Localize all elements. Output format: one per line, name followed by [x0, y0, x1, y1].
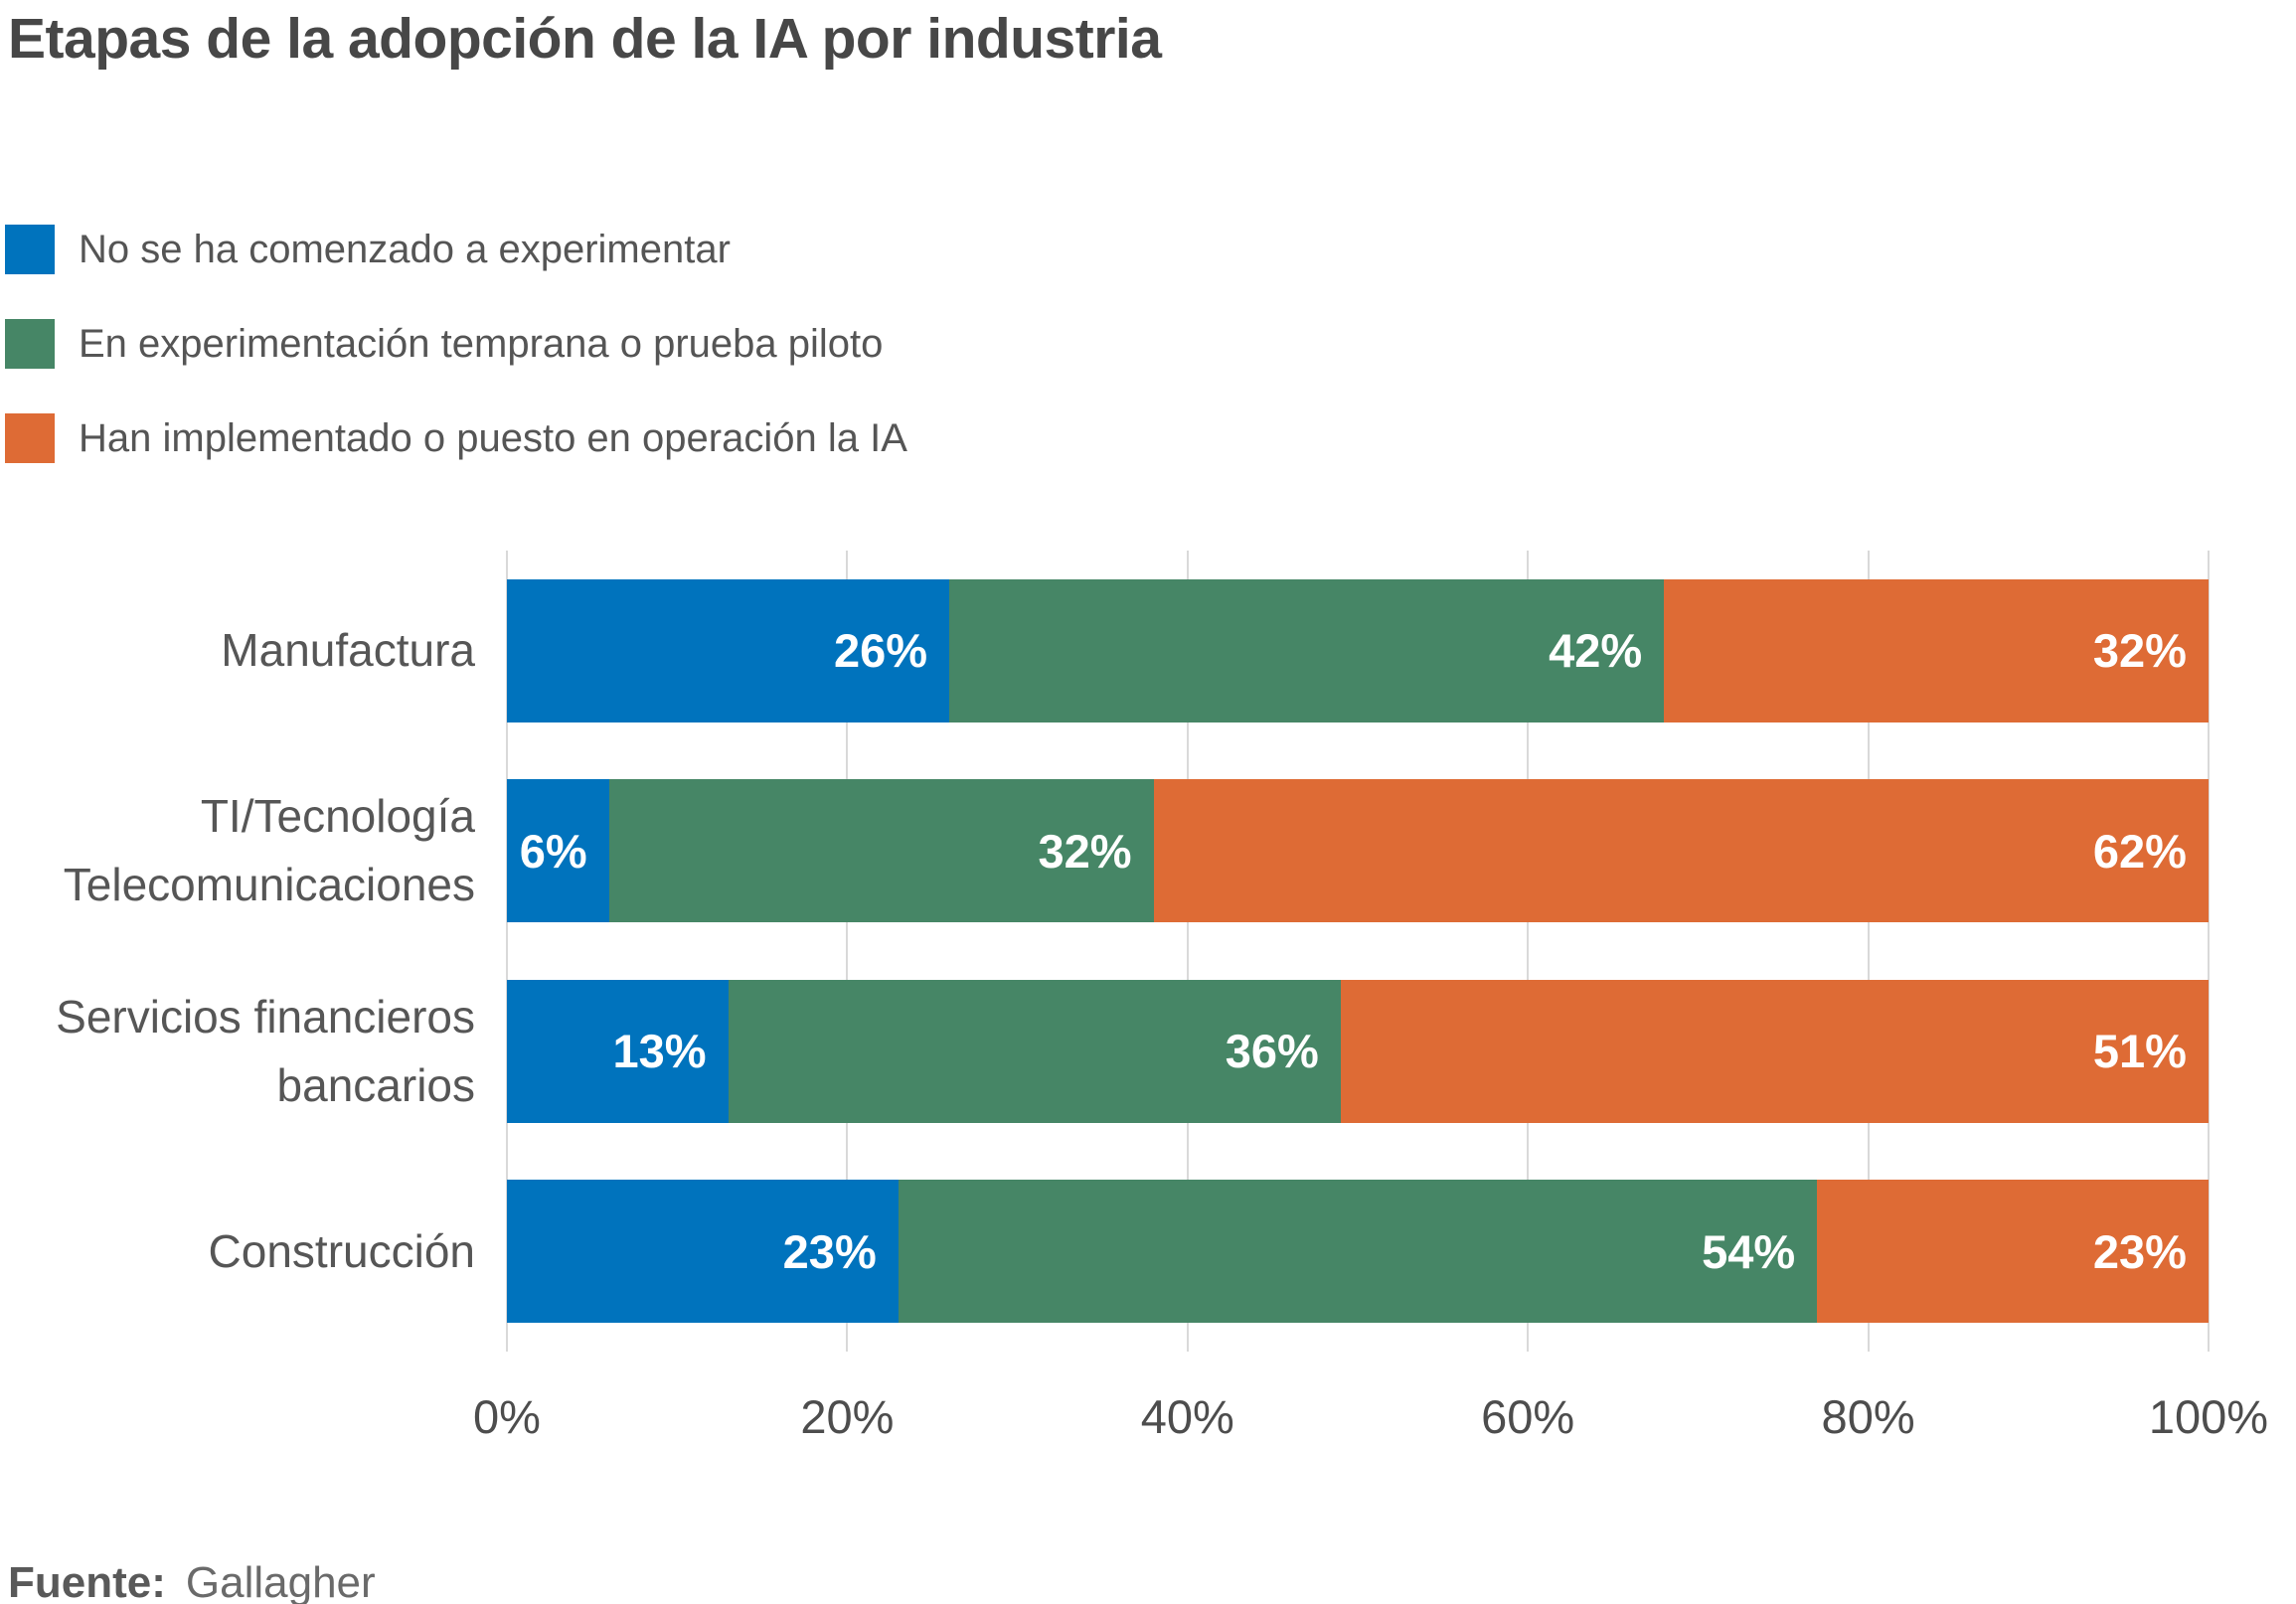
x-axis-tick-label: 0%	[473, 1390, 541, 1443]
legend-item-1: En experimentación temprana o prueba pil…	[5, 319, 907, 369]
legend-label: En experimentación temprana o prueba pil…	[79, 321, 884, 366]
bar-value-label: 26%	[834, 624, 928, 678]
x-axis-tick-label: 20%	[800, 1390, 895, 1443]
legend: No se ha comenzado a experimentar En expe…	[5, 225, 907, 508]
bar-segment: 32%	[608, 779, 1154, 923]
bar-value-label: 23%	[782, 1224, 877, 1278]
legend-label: No se ha comenzado a experimentar	[79, 227, 731, 271]
category-label-line: Manufactura	[221, 624, 475, 677]
gridline	[846, 551, 849, 1352]
source-label: Fuente:	[8, 1558, 166, 1604]
legend-item-0: No se ha comenzado a experimentar	[5, 225, 907, 274]
bar-segment: 23%	[507, 1180, 899, 1324]
category-label-line: bancarios	[276, 1058, 475, 1111]
gridline	[1186, 551, 1189, 1352]
bar-segment: 54%	[898, 1180, 1818, 1324]
legend-item-2: Han implementado o puesto en operación l…	[5, 413, 907, 463]
gridline	[1867, 551, 1870, 1352]
category-label: TI/Tecnología Telecomunicaciones	[0, 779, 475, 922]
legend-swatch-icon	[5, 319, 55, 369]
x-axis-tick-label: 60%	[1481, 1390, 1575, 1443]
x-axis-tick-label: 100%	[2148, 1390, 2269, 1443]
source-note: Fuente: Gallagher	[8, 1558, 376, 1604]
bar-value-label: 32%	[1038, 824, 1132, 878]
category-label-line: Construcción	[208, 1224, 475, 1277]
bar-value-label: 36%	[1225, 1025, 1319, 1078]
chart-title: Etapas de la adopción de la IA por indus…	[8, 7, 1162, 71]
category-label: Construcción	[0, 1180, 475, 1323]
legend-swatch-icon	[5, 413, 55, 463]
bar-segment: 51%	[1340, 979, 2209, 1123]
gridline	[2208, 551, 2210, 1352]
bar-segment: 42%	[949, 578, 1665, 722]
bar-value-label: 62%	[2092, 824, 2187, 878]
category-label-line: Telecomunicaciones	[63, 859, 475, 911]
bar-segment: 32%	[1664, 578, 2209, 722]
source-value: Gallagher	[185, 1558, 376, 1604]
bar-row: 26% 42% 32%	[507, 578, 2209, 722]
bar-value-label: 23%	[2092, 1224, 2187, 1278]
bar-row: 6% 32% 62%	[507, 779, 2209, 923]
bar-segment: 23%	[1817, 1180, 2209, 1324]
category-label: Servicios financieros bancarios	[0, 980, 475, 1123]
bar-row: 23% 54% 23%	[507, 1180, 2209, 1324]
bar-segment: 26%	[507, 578, 950, 722]
gridline	[506, 551, 508, 1352]
bar-segment: 62%	[1153, 779, 2209, 923]
bar-value-label: 51%	[2092, 1025, 2187, 1078]
bar-value-label: 6%	[519, 824, 587, 878]
bar-value-label: 13%	[612, 1025, 707, 1078]
x-axis-tick-label: 80%	[1821, 1390, 1915, 1443]
bar-value-label: 54%	[1702, 1224, 1796, 1278]
bar-segment: 6%	[507, 779, 609, 923]
bar-segment: 36%	[728, 979, 1341, 1123]
legend-swatch-icon	[5, 225, 55, 274]
category-label-line: TI/Tecnología	[200, 790, 475, 843]
legend-label: Han implementado o puesto en operación l…	[79, 415, 907, 460]
category-label: Manufactura	[0, 579, 475, 722]
x-axis-tick-label: 40%	[1140, 1390, 1234, 1443]
bar-segment: 13%	[507, 979, 729, 1123]
gridline	[1527, 551, 1530, 1352]
bar-value-label: 42%	[1549, 624, 1643, 678]
category-label-line: Servicios financieros	[56, 990, 475, 1043]
bar-row: 13% 36% 51%	[507, 979, 2209, 1123]
bar-value-label: 32%	[2092, 624, 2187, 678]
